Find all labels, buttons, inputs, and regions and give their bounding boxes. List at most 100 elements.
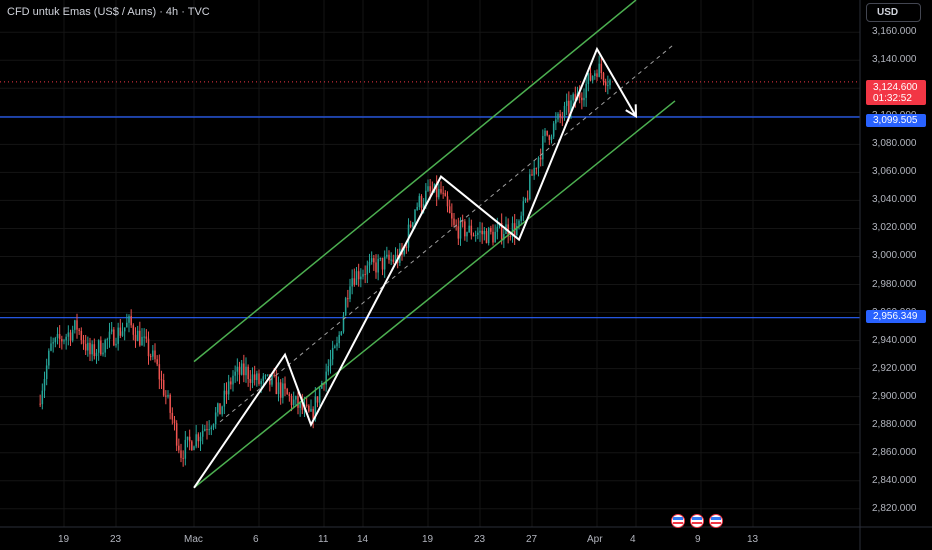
- channel-lower-line[interactable]: [193, 100, 676, 489]
- candle-down: [180, 450, 182, 458]
- candle-down: [472, 235, 475, 237]
- currency-button[interactable]: USD: [866, 3, 921, 22]
- candle-up: [537, 157, 540, 169]
- candle-up: [143, 336, 145, 338]
- candle-down: [535, 168, 538, 170]
- candle-down: [78, 329, 80, 331]
- candle-up: [377, 258, 379, 273]
- candle-down: [600, 63, 603, 74]
- candle-up: [466, 232, 468, 237]
- candle-up: [260, 380, 262, 384]
- candle-down: [93, 344, 96, 357]
- candle-up: [67, 332, 70, 337]
- candle-down: [364, 274, 366, 276]
- last-price-value: 3,124.600: [873, 82, 918, 93]
- zigzag-pattern[interactable]: [193, 46, 638, 489]
- candle-up: [115, 343, 117, 346]
- channel-midline[interactable]: [219, 43, 676, 423]
- candle-down: [175, 423, 178, 446]
- candle-up: [266, 374, 269, 376]
- candle-up: [251, 374, 254, 383]
- price-tick-label: 2,880.000: [872, 418, 917, 430]
- candle-down: [448, 206, 451, 214]
- candle-up: [550, 136, 553, 140]
- candle-down: [453, 218, 455, 225]
- candle-up: [555, 119, 557, 124]
- candle-up: [97, 340, 100, 353]
- horizontal-levels[interactable]: [0, 81, 860, 319]
- candle-up: [412, 222, 414, 227]
- zigzag-line[interactable]: [193, 46, 637, 489]
- candle-up: [438, 189, 440, 198]
- candle-down: [76, 320, 78, 330]
- candle-down: [444, 193, 447, 197]
- us-flag-icon[interactable]: [690, 514, 704, 528]
- candle-up: [314, 396, 317, 419]
- candle-up: [459, 220, 462, 239]
- price-tick-label: 2,860.000: [872, 446, 917, 458]
- level-badge-upper: 3,099.505: [866, 114, 926, 127]
- candle-down: [375, 262, 377, 273]
- candle-down: [39, 403, 41, 405]
- candle-up: [128, 315, 130, 323]
- us-flag-icon[interactable]: [709, 514, 723, 528]
- candle-up: [503, 234, 505, 240]
- candle-down: [308, 405, 310, 412]
- candle-down: [429, 186, 431, 191]
- candle-down: [420, 196, 423, 208]
- candle-up: [334, 346, 336, 348]
- candle-up: [407, 224, 410, 248]
- candle-up: [136, 330, 139, 341]
- candle-down: [381, 257, 384, 270]
- candle-down: [604, 81, 607, 86]
- ascending-channel[interactable]: [193, 0, 676, 489]
- candle-up: [141, 336, 143, 346]
- candle-up: [331, 347, 334, 360]
- time-tick-label: 19: [58, 534, 70, 545]
- chart-title: CFD untuk Emas (US$ / Auns) · 4h · TVC: [7, 6, 210, 18]
- candle-up: [379, 257, 382, 259]
- price-tick-label: 3,080.000: [872, 138, 917, 150]
- candle-up: [121, 331, 124, 336]
- candle-up: [245, 366, 247, 376]
- candle-up: [557, 113, 559, 120]
- candle-down: [69, 332, 72, 341]
- candle-up: [217, 403, 219, 413]
- candle-down: [247, 366, 249, 380]
- us-flag-icon[interactable]: [671, 514, 685, 528]
- economic-events[interactable]: [669, 514, 727, 528]
- candle-down: [206, 429, 208, 431]
- candle-down: [258, 373, 260, 384]
- candle-up: [403, 246, 405, 255]
- candle-up: [126, 322, 128, 328]
- candle-up: [41, 390, 44, 405]
- candle-up: [368, 261, 371, 266]
- candle-up: [327, 366, 330, 372]
- candle-up: [184, 439, 187, 459]
- candle-up: [360, 276, 362, 280]
- candle-down: [249, 379, 252, 383]
- candle-down: [182, 457, 184, 459]
- candle-down: [446, 196, 449, 207]
- candle-up: [186, 436, 189, 440]
- candle-down: [531, 174, 533, 176]
- candle-up: [524, 198, 527, 202]
- candle-down: [191, 441, 193, 451]
- candle-down: [197, 434, 200, 442]
- channel-upper-line[interactable]: [193, 0, 637, 363]
- candle-down: [409, 224, 412, 227]
- price-tick-label: 2,820.000: [872, 502, 917, 514]
- candle-up: [386, 254, 388, 257]
- candle-up: [271, 374, 273, 385]
- candle-up: [496, 226, 499, 232]
- candle-up: [54, 338, 57, 343]
- candle-up: [214, 412, 217, 425]
- candle-up: [609, 80, 611, 86]
- price-tick-label: 2,920.000: [872, 362, 917, 374]
- candle-up: [277, 382, 280, 395]
- last-price-badge: 3,124.600 01:32:52: [866, 80, 926, 105]
- candle-down: [464, 221, 466, 237]
- candle-up: [383, 256, 386, 270]
- candle-up: [565, 100, 568, 106]
